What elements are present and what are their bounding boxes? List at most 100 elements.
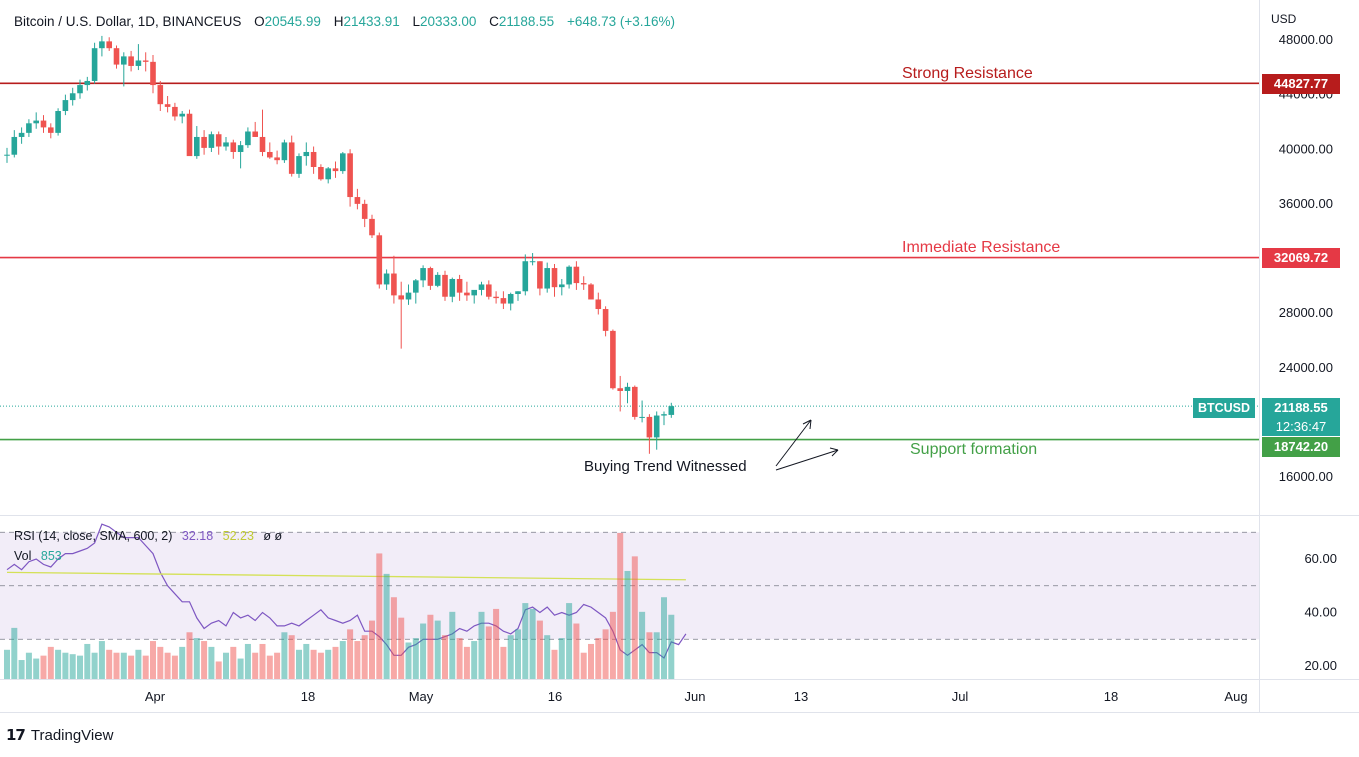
- volume-bar: [230, 646, 237, 679]
- volume-bar: [106, 649, 113, 679]
- candle-body: [91, 48, 98, 81]
- candle-body: [303, 151, 310, 157]
- candle-body: [252, 131, 258, 137]
- volume-bar: [485, 626, 492, 679]
- volume-bar: [456, 638, 463, 679]
- rsi-legend[interactable]: RSI (14, close, SMA, 600, 2) 32.18 52.23…: [14, 529, 282, 543]
- candle: [223, 136, 229, 151]
- vol-label: Vol: [14, 549, 32, 563]
- volume-bar: [339, 641, 346, 679]
- candle: [449, 277, 456, 303]
- candle-body: [4, 154, 10, 156]
- candle: [274, 150, 280, 165]
- immediate-resistance-label: Immediate Resistance: [902, 239, 1061, 256]
- volume-bar: [18, 660, 25, 679]
- volume-bar: [398, 617, 405, 679]
- candle: [99, 35, 105, 57]
- volume-bar: [266, 655, 273, 679]
- candle-body: [376, 235, 383, 285]
- candle-body: [551, 268, 558, 288]
- candle-body: [325, 168, 331, 180]
- candle-body: [84, 80, 91, 86]
- volume-bar: [4, 649, 10, 679]
- volume-bar: [471, 641, 478, 679]
- volume-bar: [33, 658, 40, 679]
- volume-bar: [412, 638, 419, 679]
- rsi-value: 32.18: [181, 529, 214, 543]
- arrow-1: [775, 419, 812, 467]
- time-tick-6: Jul: [952, 689, 969, 704]
- candle-body: [33, 120, 39, 124]
- candle-body: [194, 136, 200, 157]
- candle: [340, 151, 346, 174]
- candle-body: [522, 261, 529, 292]
- candle-body: [310, 151, 317, 168]
- volume-bar: [390, 597, 397, 679]
- candle-body: [172, 106, 178, 117]
- candle: [369, 214, 375, 239]
- candle: [427, 266, 434, 290]
- volume-bar: [77, 655, 83, 679]
- candle-body: [208, 134, 215, 148]
- volume-bar: [201, 641, 208, 679]
- volume-bar: [274, 652, 281, 679]
- candle: [113, 45, 120, 69]
- candle-body: [40, 120, 47, 128]
- candle: [128, 50, 134, 72]
- volume-bar: [40, 655, 47, 679]
- volume-bar: [631, 556, 638, 679]
- candle: [464, 281, 470, 301]
- volume-bar: [602, 629, 609, 679]
- candle-body: [427, 268, 434, 286]
- countdown-tag: 12:36:47: [1262, 418, 1340, 436]
- volume-bar: [566, 603, 573, 679]
- candle-body: [434, 274, 441, 286]
- rsi-sma-value: 52.23: [222, 529, 254, 543]
- candle: [259, 109, 266, 157]
- volume-bar: [91, 652, 98, 679]
- candle-body: [544, 268, 550, 289]
- candle-body: [486, 284, 492, 297]
- candle-body: [230, 142, 237, 152]
- volume-bar: [661, 597, 667, 679]
- volume-bar: [376, 553, 383, 679]
- candle-body: [223, 142, 229, 147]
- candle: [18, 127, 25, 144]
- volume-bar: [171, 655, 178, 679]
- candle-body: [559, 284, 565, 288]
- candle: [383, 269, 390, 290]
- last-price-tag: 21188.55: [1262, 398, 1340, 418]
- candle-body: [456, 278, 463, 293]
- price-tick-6: 16000.00: [1279, 469, 1333, 484]
- candle: [646, 414, 653, 454]
- rsi-line: [6, 523, 687, 659]
- candle: [639, 400, 645, 423]
- candle: [4, 147, 10, 163]
- volume-bar: [383, 573, 390, 679]
- volume-bar: [69, 654, 76, 679]
- candle: [194, 126, 200, 159]
- volume-bar: [303, 643, 310, 679]
- candle-body: [48, 127, 54, 133]
- volume-bar: [142, 655, 149, 679]
- candle: [500, 291, 507, 310]
- candle: [420, 265, 426, 288]
- candle-body: [507, 294, 514, 304]
- volume-legend[interactable]: Vol 853: [14, 549, 62, 563]
- candle: [157, 80, 164, 112]
- candle: [267, 142, 273, 159]
- candle: [325, 167, 331, 184]
- candle: [281, 139, 288, 163]
- volume-bar: [55, 649, 62, 679]
- candle-body: [296, 156, 302, 174]
- tradingview-footer[interactable]: 17 TradingView: [6, 726, 113, 744]
- candle-body: [26, 123, 32, 133]
- candle: [486, 280, 492, 300]
- candle: [580, 276, 587, 290]
- candle-body: [259, 136, 266, 152]
- candle: [11, 130, 18, 158]
- candle-body: [121, 56, 127, 65]
- volume-bar: [244, 643, 251, 679]
- candle-body: [602, 309, 609, 331]
